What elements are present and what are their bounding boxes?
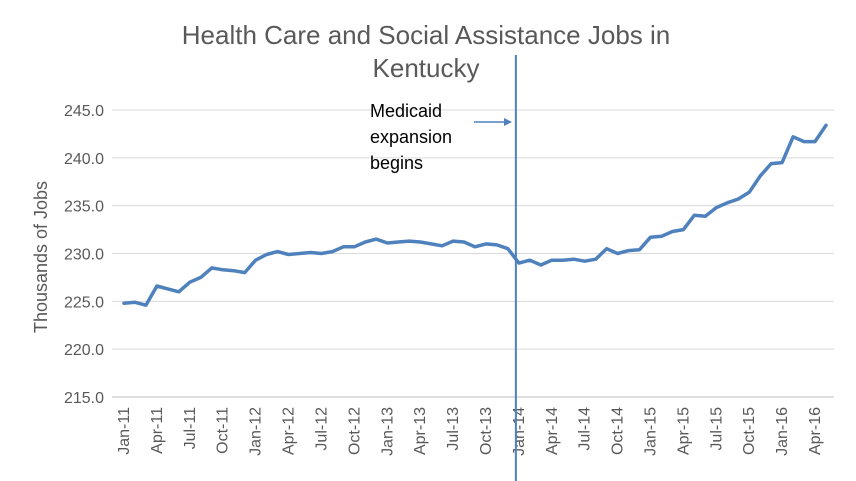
series-lines: [122, 55, 828, 481]
gridlines: [112, 109, 834, 350]
x-tick-label: Apr-11: [149, 407, 166, 454]
x-tick-label: Jan-16: [774, 407, 791, 456]
x-tick-label: Oct-14: [610, 407, 627, 455]
y-tick-label: 245.0: [64, 103, 104, 120]
x-tick-label: Jan-11: [116, 407, 133, 455]
chart-title-line-1: Health Care and Social Assistance Jobs i…: [182, 20, 671, 50]
y-tick-labels: 215.0 220.0 225.0 230.0 235.0 240.0 245.0: [64, 103, 104, 407]
x-tick-label: Jul-15: [708, 407, 725, 451]
y-tick-label: 240.0: [64, 151, 104, 168]
x-tick-label: Jul-11: [182, 407, 199, 449]
x-tick-label: Oct-13: [478, 407, 495, 455]
x-tick-label: Jan-12: [248, 407, 265, 456]
x-tick-label: Jan-14: [511, 407, 528, 456]
annotation-line-2: expansion: [370, 127, 452, 147]
x-tick-label: Oct-11: [215, 407, 232, 454]
x-tick-label: Jul-14: [577, 407, 594, 451]
x-tick-label: Apr-12: [281, 407, 298, 455]
series-line: [122, 123, 828, 307]
x-tick-label: Jul-13: [445, 407, 462, 451]
y-tick-label: 235.0: [64, 199, 104, 216]
annotation: Medicaid expansion begins: [370, 101, 512, 173]
x-tick-label: Jan-15: [643, 407, 660, 456]
y-tick-label: 225.0: [64, 294, 104, 311]
x-tick-label: Apr-13: [412, 407, 429, 455]
x-tick-label: Oct-12: [346, 407, 363, 455]
chart-title-line-2: Kentucky: [373, 53, 480, 83]
y-tick-label: 215.0: [64, 390, 104, 407]
x-tick-label: Oct-15: [741, 407, 758, 455]
x-tick-label: Jul-12: [313, 407, 330, 451]
x-tick-label: Apr-16: [807, 407, 824, 455]
x-tick-labels: Jan-11 Apr-11 Jul-11 Oct-11 Jan-12 Apr-12 Jul-…: [116, 407, 824, 456]
annotation-arrowhead: [504, 118, 512, 126]
x-tick-label: Jan-13: [379, 407, 396, 456]
x-tick-label: Apr-14: [544, 407, 561, 455]
annotation-line-1: Medicaid: [370, 101, 442, 121]
annotation-line-3: begins: [370, 153, 423, 173]
x-tick-label: Apr-15: [675, 407, 692, 455]
y-tick-label: 220.0: [64, 342, 104, 359]
y-tick-label: 230.0: [64, 247, 104, 264]
y-axis-label: Thousands of Jobs: [31, 181, 51, 333]
